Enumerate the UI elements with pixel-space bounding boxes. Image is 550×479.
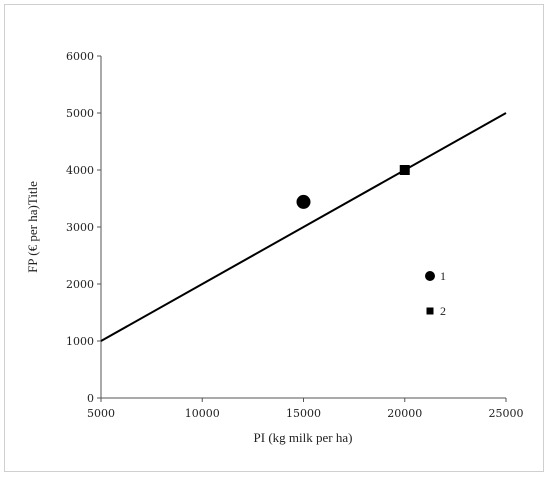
data-marks	[296, 165, 410, 209]
y-tick-label: 0	[87, 392, 94, 405]
y-axis-label: FP (€ per ha)Title	[25, 181, 40, 273]
x-tick-label: 25000	[489, 407, 524, 420]
y-tick-label: 4000	[66, 164, 94, 177]
y-tick-label: 6000	[66, 50, 94, 63]
legend-label-2: 2	[440, 304, 446, 318]
chart-frame	[4, 4, 544, 472]
series-2-point	[399, 165, 410, 175]
legend-marker-2	[426, 307, 434, 315]
y-tick-label: 3000	[66, 221, 94, 234]
reference-line-group	[100, 112, 507, 342]
y-tick-label: 1000	[66, 335, 94, 348]
y-tick-label: 2000	[66, 278, 94, 291]
reference-line	[100, 112, 507, 342]
series-1-point	[296, 194, 311, 209]
legend-marker-1	[425, 271, 435, 281]
tick-labels: 5000 10000 15000 20000 250000100020003000400…	[66, 50, 524, 420]
x-tick-label: 5000	[87, 407, 115, 420]
x-tick-label: 15000	[286, 407, 321, 420]
legend: 12	[425, 269, 446, 318]
y-tick-label: 5000	[66, 107, 94, 120]
x-axis-label: PI (kg milk per ha)	[254, 430, 353, 445]
legend-label-1: 1	[440, 269, 446, 283]
x-tick-label: 10000	[185, 407, 220, 420]
x-tick-label: 20000	[387, 407, 422, 420]
